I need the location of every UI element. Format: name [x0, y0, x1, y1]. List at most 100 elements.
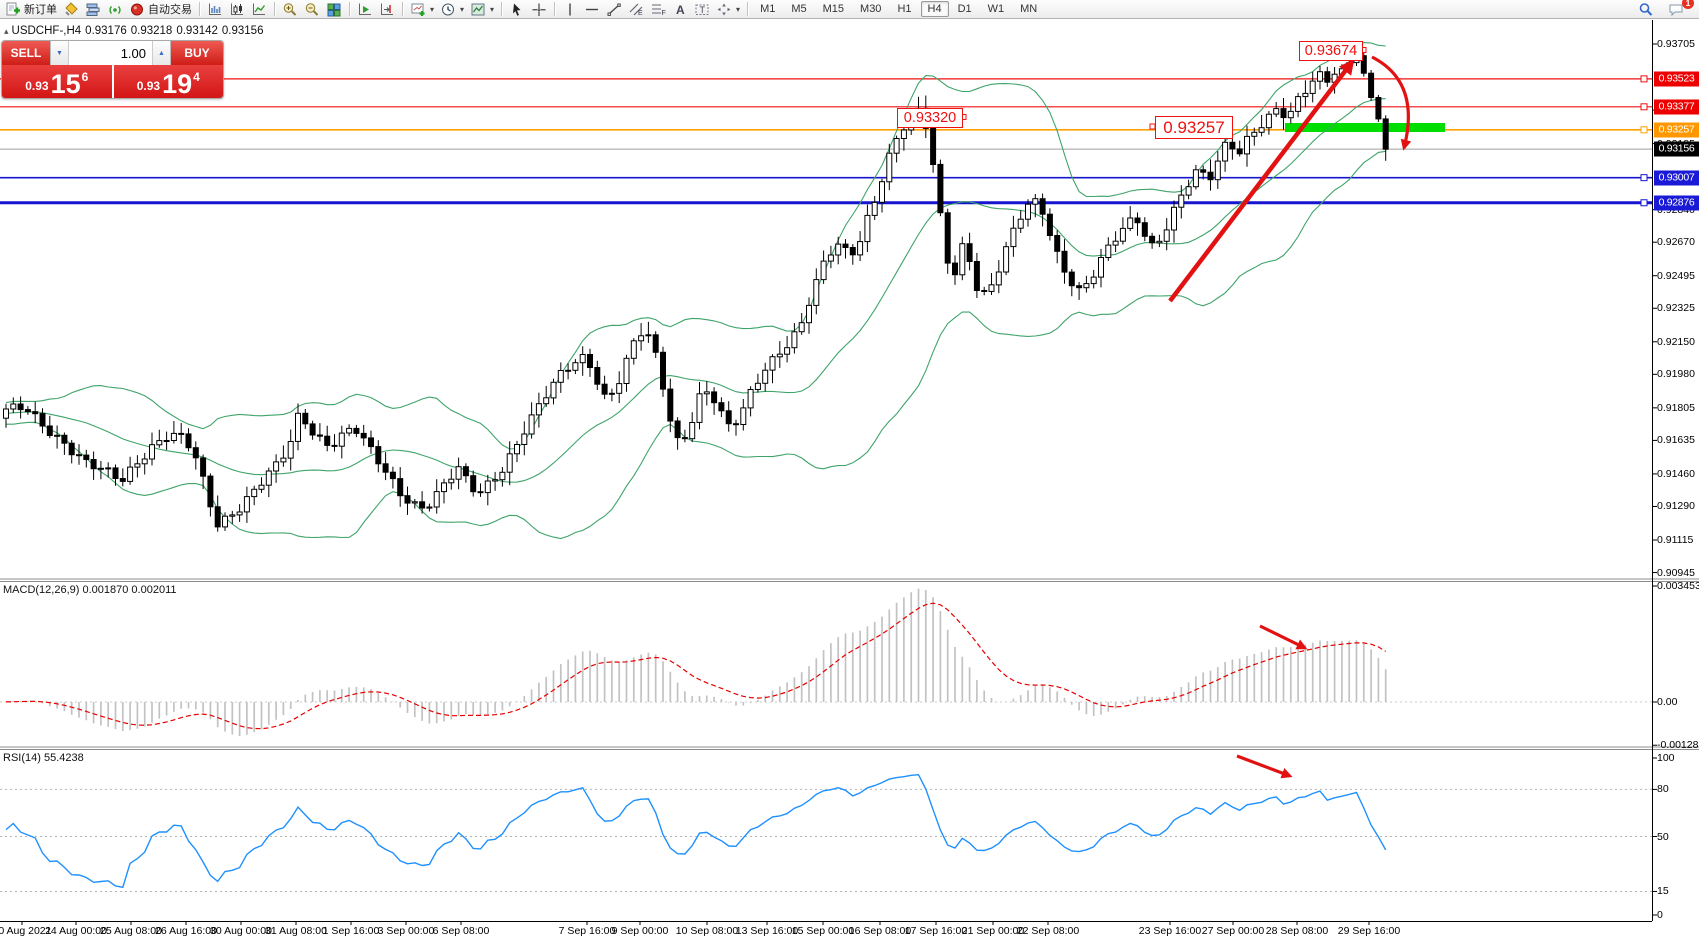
toolbar-separator [402, 2, 403, 16]
toolbar-market-depth-button[interactable] [82, 1, 104, 18]
market-depth-icon [85, 2, 101, 17]
channel-icon: E [628, 2, 644, 17]
toolbar-tile-windows-button[interactable] [323, 1, 345, 18]
toolbar-auto-scroll-button[interactable] [354, 1, 376, 18]
buy-price-base: 0.93 [136, 79, 161, 93]
toolbar-cursor-button[interactable] [506, 1, 528, 18]
volume-increase-button[interactable]: ▲ [152, 41, 170, 65]
chart-symbol: USDCHF-,H4 [11, 25, 82, 37]
text-label-icon: T [694, 2, 710, 17]
ohlc-high: 0.93218 [130, 25, 173, 37]
toolbar-signal-button[interactable] [104, 1, 126, 18]
one-click-trading-panel: SELL ▼ 1.00 ▲ BUY 0.93 15 6 0.93 19 4 [1, 40, 224, 99]
buy-price-big: 19 [162, 69, 193, 99]
toolbar-arrows-button[interactable]: ▾ [713, 1, 743, 18]
periods-icon [440, 2, 456, 17]
timeframe-m1[interactable]: M1 [760, 3, 776, 15]
toolbar-new-order-label: 新订单 [24, 4, 57, 16]
toolbar-separator [501, 2, 503, 16]
timeframe-m30[interactable]: M30 [860, 3, 882, 15]
toolbar-chart-shift-button[interactable] [376, 1, 398, 18]
zoom-out-icon [304, 2, 320, 17]
zoom-in-icon [282, 2, 298, 17]
tile-windows-icon [326, 2, 342, 17]
timeframe-h1[interactable]: H1 [897, 3, 912, 15]
new-chart-icon [410, 2, 426, 17]
svg-text:F: F [662, 10, 666, 17]
toolbar: 新订单 自动交易 ▾ ▾ ▾ E F A T ▾ M1 M5 M15 M30 H1 H4 D1 W1 MN 1 [0, 0, 1699, 19]
toolbar-vertical-line-button[interactable] [559, 1, 581, 18]
toolbar-line-chart-button[interactable] [248, 1, 270, 18]
toolbar-new-order-button[interactable]: 新订单 [2, 0, 60, 18]
rsi-indicator-label: RSI(14) 55.4238 [3, 752, 84, 764]
template-icon [470, 2, 486, 17]
volume-input[interactable]: 1.00 [120, 45, 146, 61]
toolbar-trendline-button[interactable] [603, 1, 625, 18]
timeframe-mn[interactable]: MN [1020, 3, 1038, 15]
toolbar-fibonacci-button[interactable]: F [647, 1, 669, 18]
chart-canvas[interactable] [0, 20, 1699, 939]
crosshair-icon [531, 2, 547, 17]
timeframe-h4[interactable]: H4 [920, 1, 949, 17]
sell-price-display[interactable]: 0.93 15 6 [2, 65, 112, 98]
volume-field: ▼ 1.00 ▲ [50, 41, 171, 65]
text-icon: A [672, 2, 688, 17]
toolbar-separator [747, 2, 749, 16]
svg-text:A: A [676, 3, 685, 17]
signal-icon [107, 2, 123, 17]
ohlc-close: 0.93156 [221, 25, 264, 37]
sell-price-sup: 6 [81, 70, 89, 84]
search-icon [1638, 2, 1654, 17]
toolbar-horizontal-line-button[interactable] [581, 1, 603, 18]
toolbar-template-button[interactable]: ▾ [467, 1, 497, 18]
buy-price-display[interactable]: 0.93 19 4 [113, 65, 223, 99]
chevron-down-icon: ▾ [490, 4, 495, 14]
toolbar-separator [554, 2, 556, 16]
auto-scroll-icon [357, 2, 373, 17]
sell-button[interactable]: SELL [2, 41, 50, 65]
vertical-line-icon [562, 2, 578, 17]
candle-chart-icon [229, 2, 245, 17]
ohlc-open: 0.93176 [85, 25, 127, 37]
bar-chart-icon [207, 2, 223, 17]
toolbar-separator [199, 2, 200, 16]
volume-decrease-button[interactable]: ▼ [51, 41, 69, 65]
new-order-icon [5, 2, 21, 17]
chart-title: ▴ USDCHF-,H4 0.93176 0.93218 0.93142 0.93156 [4, 25, 267, 37]
toolbar-autotrading-button[interactable]: 自动交易 [126, 0, 195, 18]
trendline-icon [606, 2, 622, 17]
search-button[interactable] [1635, 1, 1657, 18]
buy-button[interactable]: BUY [171, 41, 223, 65]
toolbar-zoom-in-button[interactable] [279, 1, 301, 18]
toolbar-separator [349, 2, 350, 16]
timeframe-d1[interactable]: D1 [957, 3, 972, 15]
toolbar-candle-chart-button[interactable] [226, 1, 248, 18]
toolbar-zoom-out-button[interactable] [301, 1, 323, 18]
toolbar-channel-button[interactable]: E [625, 1, 647, 18]
buy-price-sup: 4 [193, 70, 200, 84]
cursor-icon [509, 2, 525, 17]
symbol-marker-icon: ▴ [4, 26, 9, 36]
toolbar-text-button[interactable]: A [669, 1, 691, 18]
toolbar-autotrading-label: 自动交易 [148, 4, 192, 16]
notifications-button[interactable]: 1 [1665, 0, 1694, 18]
toolbar-periods-button[interactable]: ▾ [437, 1, 467, 18]
timeframe-m5[interactable]: M5 [791, 3, 807, 15]
chevron-down-icon: ▾ [460, 4, 465, 14]
toolbar-crosshair-button[interactable] [528, 1, 550, 18]
timeframe-w1[interactable]: W1 [987, 3, 1005, 15]
chevron-down-icon: ▾ [430, 4, 435, 14]
toolbar-separator [274, 2, 275, 16]
fibonacci-icon: F [650, 2, 666, 17]
timeframe-group: M1 M5 M15 M30 H1 H4 D1 W1 MN [752, 0, 1045, 18]
timeframe-m15[interactable]: M15 [822, 3, 845, 15]
toolbar-bar-chart-button[interactable] [204, 1, 226, 18]
macd-indicator-label: MACD(12,26,9) 0.001870 0.002011 [3, 584, 177, 596]
autotrading-icon [129, 2, 145, 17]
toolbar-text-label-button[interactable]: T [691, 1, 713, 18]
highlighter-icon [63, 1, 79, 17]
toolbar-new-chart-button[interactable]: ▾ [407, 1, 437, 18]
arrows-icon [716, 2, 732, 17]
toolbar-highlighter-button[interactable] [60, 1, 82, 18]
horizontal-line-icon [584, 2, 600, 17]
